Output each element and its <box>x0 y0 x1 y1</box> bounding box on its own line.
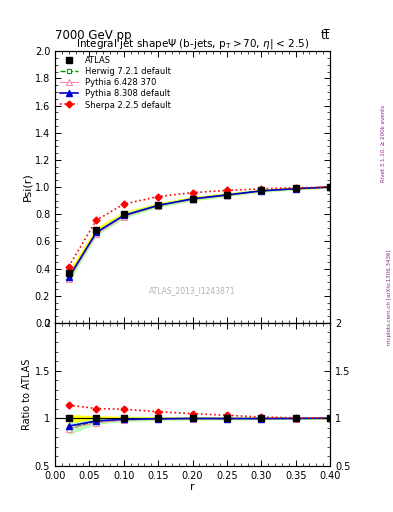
Legend: ATLAS, Herwig 7.2.1 default, Pythia 6.428 370, Pythia 8.308 default, Sherpa 2.2.: ATLAS, Herwig 7.2.1 default, Pythia 6.42… <box>57 54 173 112</box>
Title: Integral jet shape$\Psi$ (b-jets, p$_{\rm T}$$>$70, $\eta|$ < 2.5): Integral jet shape$\Psi$ (b-jets, p$_{\r… <box>76 37 309 51</box>
Text: Rivet 3.1.10, ≥ 200k events: Rivet 3.1.10, ≥ 200k events <box>381 105 386 182</box>
Y-axis label: Psi(r): Psi(r) <box>22 173 32 201</box>
Text: ATLAS_2013_I1243871: ATLAS_2013_I1243871 <box>149 286 236 295</box>
Text: 7000 GeV pp: 7000 GeV pp <box>55 29 132 42</box>
Text: tt̅: tt̅ <box>321 29 330 42</box>
X-axis label: r: r <box>190 482 195 492</box>
Y-axis label: Ratio to ATLAS: Ratio to ATLAS <box>22 359 32 430</box>
Text: mcplots.cern.ch [arXiv:1306.3436]: mcplots.cern.ch [arXiv:1306.3436] <box>387 249 391 345</box>
